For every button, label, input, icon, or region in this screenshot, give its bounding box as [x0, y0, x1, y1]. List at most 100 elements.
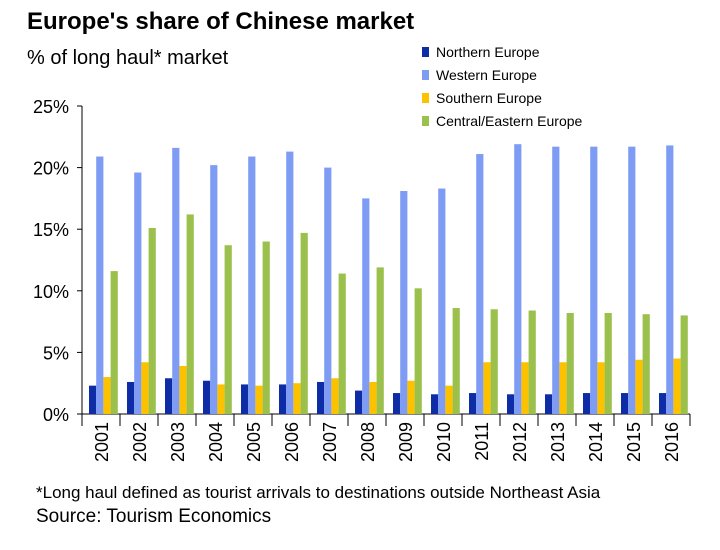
bar-central-eastern-europe-2007 — [338, 273, 346, 414]
x-tick-label: 2015 — [624, 422, 644, 462]
bar-southern-europe-2007 — [331, 378, 339, 414]
x-tick-label: 2010 — [434, 422, 454, 462]
chart-subtitle: % of long haul* market — [27, 47, 229, 69]
bar-western-europe-2014 — [590, 146, 598, 414]
bar-northern-europe-2012 — [507, 394, 515, 414]
bar-northern-europe-2015 — [621, 393, 629, 414]
legend-swatch — [422, 92, 429, 103]
bar-northern-europe-2003 — [165, 378, 173, 414]
bar-central-eastern-europe-2012 — [528, 310, 536, 414]
x-tick-label: 2008 — [358, 422, 378, 462]
bar-southern-europe-2003 — [179, 365, 187, 414]
legend: Northern Europe Western Europe Southern … — [422, 40, 582, 132]
y-tick-label: 0% — [43, 405, 69, 425]
bar-northern-europe-2007 — [317, 381, 325, 414]
bar-northern-europe-2014 — [583, 393, 591, 414]
bar-western-europe-2011 — [476, 154, 484, 414]
y-tick-label: 20% — [33, 159, 69, 179]
y-tick-label: 15% — [33, 220, 69, 240]
bar-southern-europe-2016 — [673, 358, 681, 414]
x-tick-label: 2005 — [244, 422, 264, 462]
bar-western-europe-2004 — [210, 165, 218, 414]
bar-southern-europe-2011 — [483, 362, 491, 414]
bar-central-eastern-europe-2014 — [604, 312, 612, 414]
bar-central-eastern-europe-2001 — [110, 271, 118, 414]
x-tick-label: 2003 — [168, 422, 188, 462]
bar-central-eastern-europe-2004 — [224, 245, 232, 414]
bar-western-europe-2005 — [248, 156, 256, 414]
legend-label: Southern Europe — [436, 89, 542, 106]
x-tick-label: 2013 — [548, 422, 568, 462]
bar-central-eastern-europe-2008 — [376, 267, 384, 414]
y-tick-label: 5% — [43, 343, 69, 363]
bar-central-eastern-europe-2010 — [452, 308, 460, 414]
bar-southern-europe-2008 — [369, 381, 377, 414]
bar-northern-europe-2016 — [659, 393, 667, 414]
bar-northern-europe-2002 — [127, 381, 135, 414]
x-tick-label: 2011 — [472, 422, 492, 461]
x-tick-label: 2006 — [282, 422, 302, 462]
bar-western-europe-2006 — [286, 151, 294, 415]
bar-central-eastern-europe-2013 — [566, 312, 574, 414]
legend-swatch — [422, 69, 429, 80]
bar-western-europe-2008 — [362, 198, 370, 414]
bar-northern-europe-2001 — [89, 385, 97, 414]
bar-southern-europe-2006 — [293, 383, 301, 414]
bar-southern-europe-2014 — [597, 362, 605, 414]
x-tick-label: 2001 — [92, 422, 112, 462]
bar-northern-europe-2004 — [203, 380, 211, 414]
legend-swatch — [422, 115, 429, 126]
legend-swatch — [422, 46, 429, 57]
x-tick-label: 2012 — [510, 422, 530, 462]
bar-southern-europe-2010 — [445, 385, 453, 414]
bar-central-eastern-europe-2011 — [490, 309, 498, 414]
bar-southern-europe-2005 — [255, 385, 263, 414]
bar-western-europe-2015 — [628, 146, 636, 414]
x-tick-label: 2009 — [396, 422, 416, 462]
y-tick-label: 25% — [33, 97, 69, 117]
bar-central-eastern-europe-2002 — [148, 227, 156, 414]
bar-southern-europe-2002 — [141, 362, 149, 414]
legend-item-northern-europe: Northern Europe — [422, 40, 582, 63]
footnote: *Long haul defined as tourist arrivals t… — [36, 483, 601, 502]
x-tick-label: 2004 — [206, 422, 226, 462]
bar-central-eastern-europe-2016 — [680, 315, 688, 414]
bar-northern-europe-2006 — [279, 384, 287, 414]
bar-western-europe-2002 — [134, 172, 142, 414]
bar-central-eastern-europe-2005 — [262, 241, 270, 414]
bar-western-europe-2009 — [400, 191, 408, 414]
legend-label: Central/Eastern Europe — [436, 112, 583, 129]
legend-label: Northern Europe — [436, 43, 540, 60]
bar-northern-europe-2011 — [469, 393, 477, 414]
bar-northern-europe-2013 — [545, 394, 553, 414]
bar-northern-europe-2005 — [241, 384, 249, 414]
bar-western-europe-2013 — [552, 146, 560, 414]
bar-southern-europe-2009 — [407, 380, 415, 414]
bar-central-eastern-europe-2006 — [300, 232, 308, 414]
x-tick-label: 2014 — [586, 422, 606, 462]
x-tick-label: 2016 — [662, 422, 682, 462]
bar-southern-europe-2013 — [559, 362, 567, 414]
bar-northern-europe-2008 — [355, 390, 363, 414]
legend-label: Western Europe — [436, 66, 537, 83]
legend-item-central-eastern-europe: Central/Eastern Europe — [422, 109, 582, 132]
bar-western-europe-2007 — [324, 167, 332, 414]
legend-item-southern-europe: Southern Europe — [422, 86, 582, 109]
bar-western-europe-2010 — [438, 188, 446, 414]
bar-southern-europe-2004 — [217, 384, 225, 414]
bar-southern-europe-2001 — [103, 377, 111, 414]
y-tick-label: 10% — [33, 282, 69, 302]
chart-title: Europe's share of Chinese market — [27, 8, 415, 35]
bar-northern-europe-2010 — [431, 394, 439, 414]
bar-central-eastern-europe-2003 — [186, 214, 194, 414]
x-tick-label: 2002 — [130, 422, 150, 462]
bar-southern-europe-2012 — [521, 362, 529, 414]
bar-western-europe-2001 — [96, 156, 104, 414]
source-note: Source: Tourism Economics — [36, 506, 272, 527]
bar-southern-europe-2015 — [635, 359, 643, 414]
bar-western-europe-2016 — [666, 145, 674, 414]
legend-item-western-europe: Western Europe — [422, 63, 582, 86]
bar-northern-europe-2009 — [393, 393, 401, 414]
x-tick-label: 2007 — [320, 422, 340, 462]
